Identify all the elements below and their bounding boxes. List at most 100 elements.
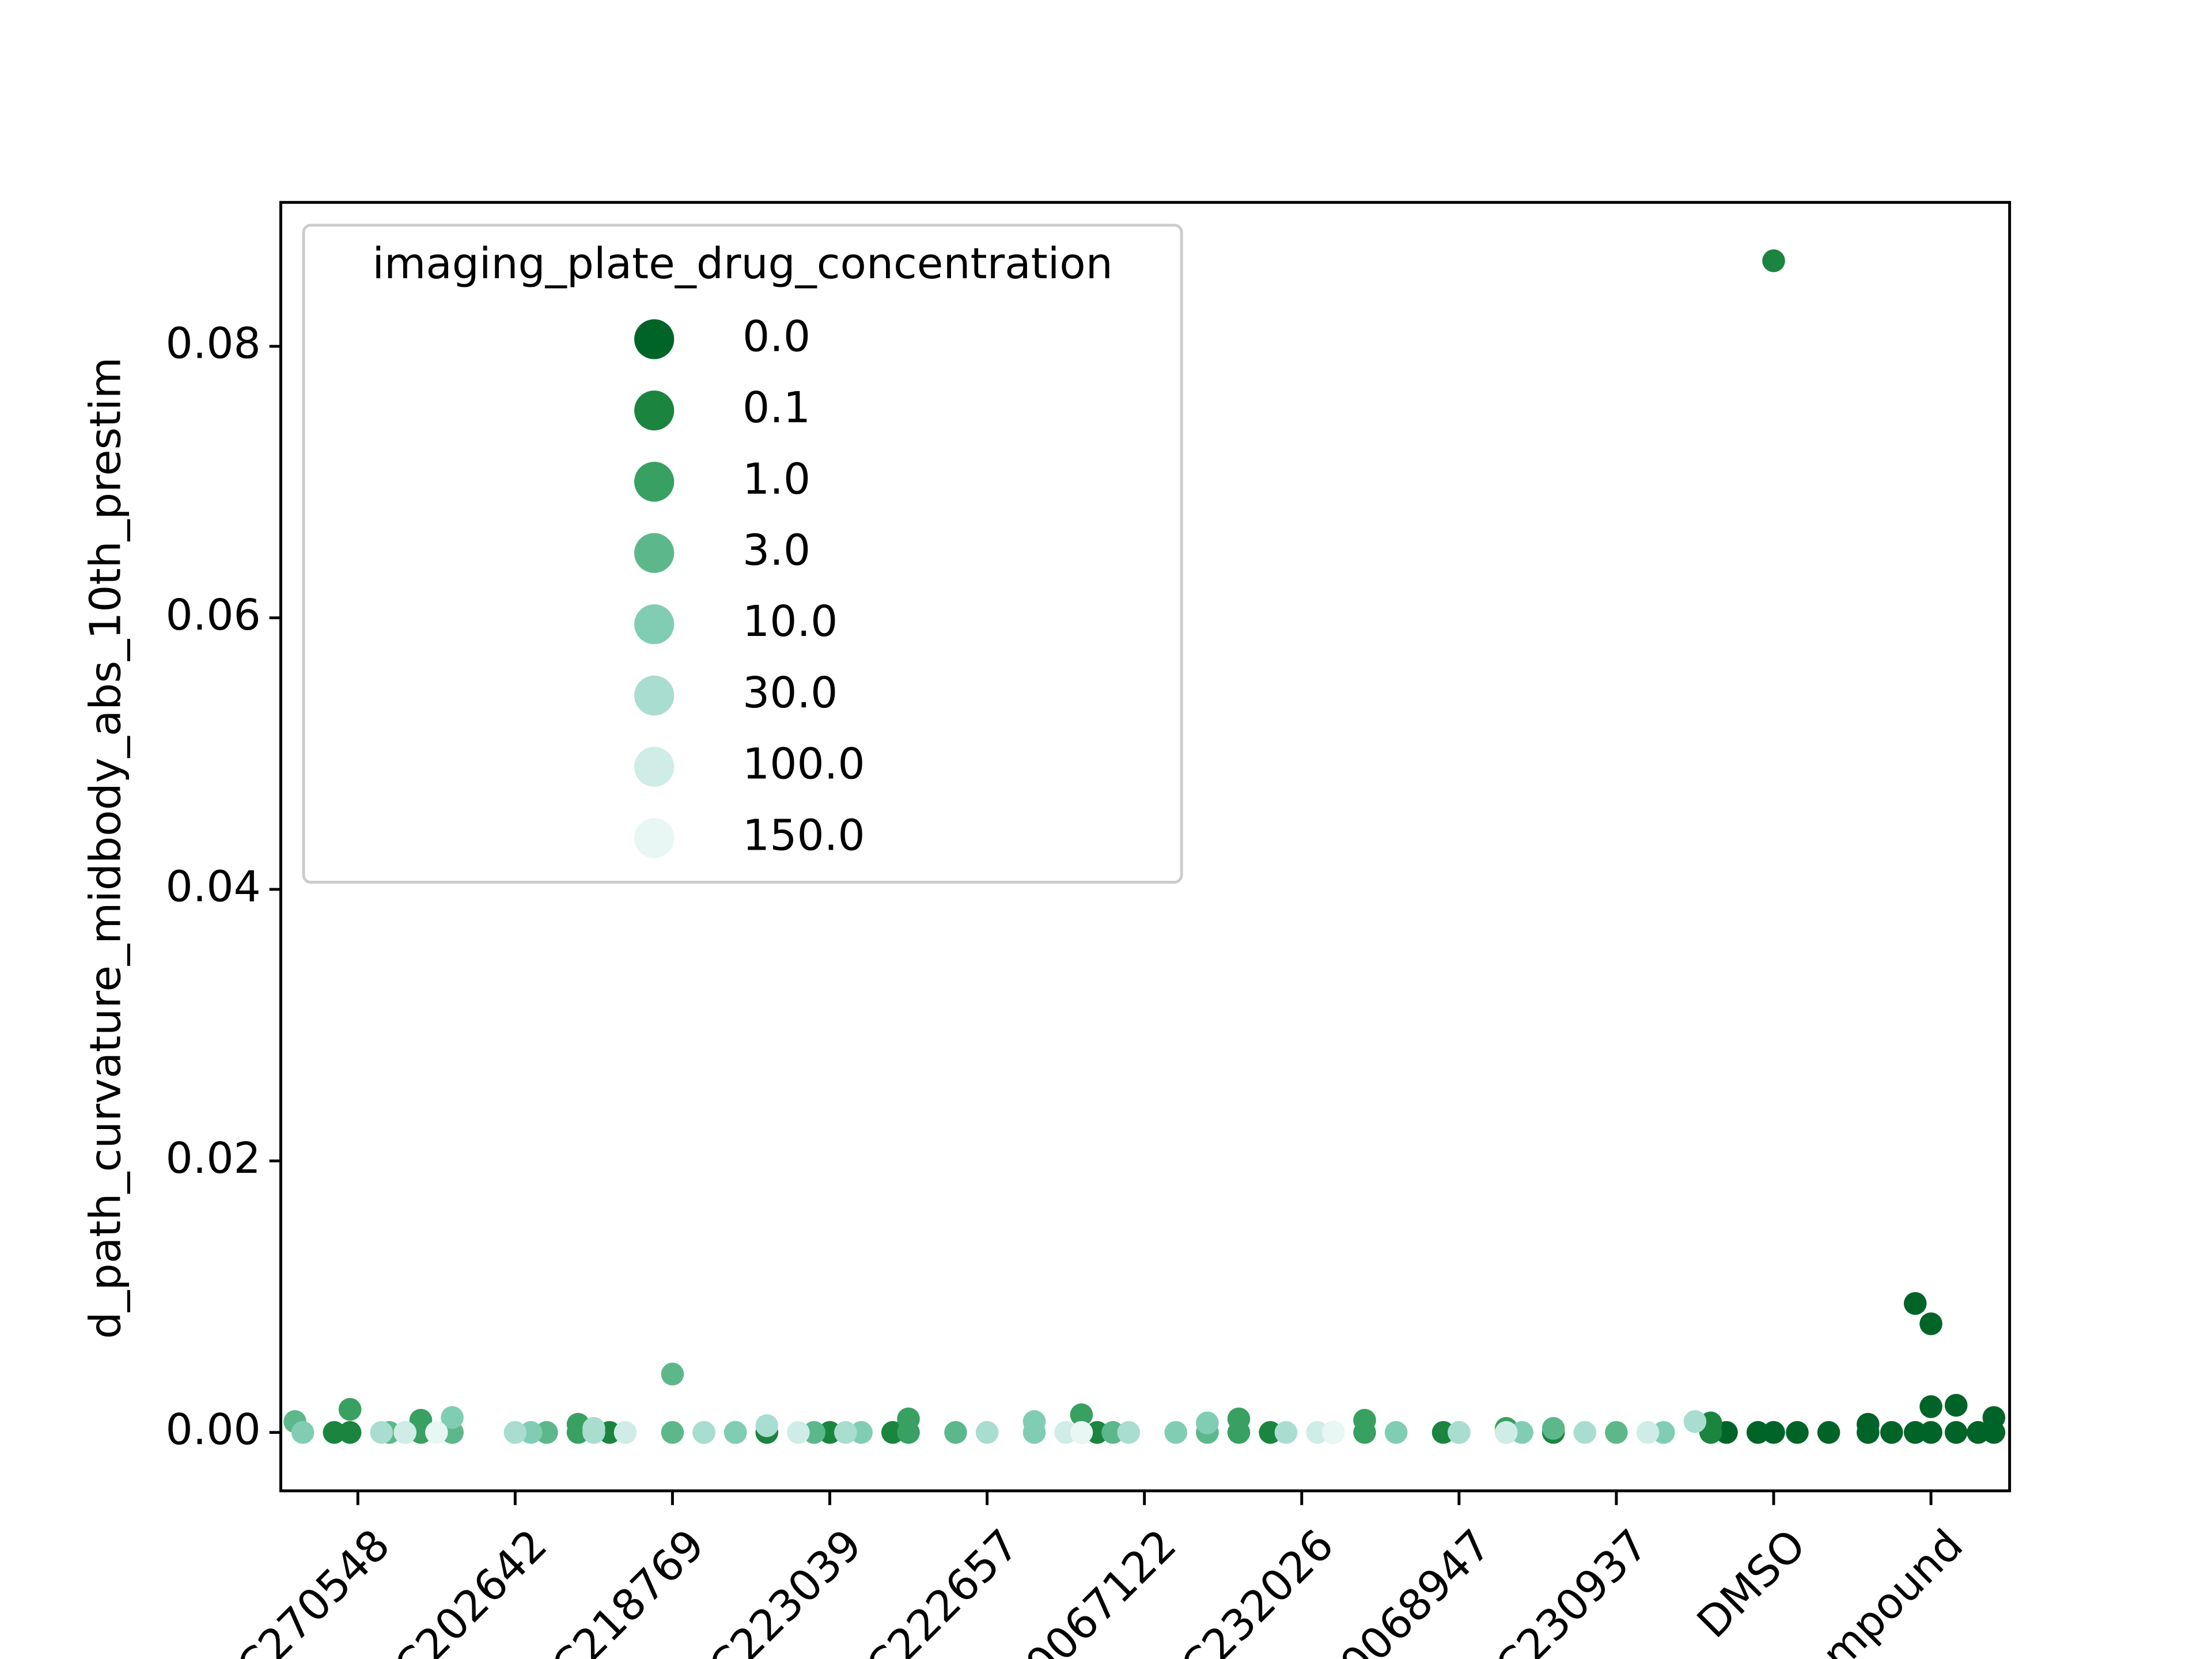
point — [1636, 1421, 1660, 1444]
y-tick-label: 0.02 — [166, 1133, 261, 1183]
legend-label: 10.0 — [743, 596, 838, 646]
legend-marker — [634, 747, 675, 787]
point — [1274, 1421, 1298, 1444]
point — [1227, 1407, 1251, 1430]
x-tick-label: mpound — [1812, 1520, 1972, 1659]
point — [1746, 1421, 1770, 1444]
point — [1919, 1421, 1942, 1444]
point — [519, 1421, 543, 1444]
legend-marker — [634, 319, 675, 359]
point — [338, 1421, 362, 1444]
y-tick-label: 0.04 — [166, 861, 261, 911]
legend-marker — [634, 461, 675, 502]
point — [1919, 1312, 1942, 1335]
point — [1022, 1410, 1046, 1433]
point — [370, 1421, 393, 1444]
point — [787, 1421, 810, 1444]
point — [1967, 1421, 1990, 1444]
point — [850, 1421, 873, 1444]
point — [1070, 1403, 1093, 1426]
y-tick-label: 0.06 — [166, 590, 261, 640]
point — [323, 1421, 346, 1444]
legend-label: 3.0 — [743, 525, 810, 575]
point — [1786, 1421, 1809, 1444]
x-tick-label: C218769 — [542, 1520, 714, 1659]
point — [1306, 1421, 1329, 1444]
point — [1857, 1412, 1880, 1436]
point — [818, 1421, 842, 1444]
point — [393, 1421, 416, 1444]
y-axis-label: d_path_curvature_midbody_abs_10th_presti… — [81, 357, 131, 1339]
legend-label: 100.0 — [743, 739, 865, 789]
point — [1259, 1421, 1282, 1444]
x-tick-label: C202642 — [385, 1520, 557, 1659]
legend-marker — [634, 533, 675, 573]
point — [834, 1421, 857, 1444]
point — [582, 1416, 605, 1440]
legend-marker — [634, 675, 675, 716]
point — [755, 1414, 779, 1437]
point — [1919, 1395, 1942, 1418]
x-tick-label: 0068947 — [1331, 1520, 1501, 1659]
point — [1070, 1421, 1093, 1444]
x-tick-label: C230937 — [1486, 1520, 1658, 1659]
point — [1321, 1421, 1345, 1444]
point — [1817, 1421, 1840, 1444]
point — [613, 1421, 637, 1444]
legend-marker — [634, 390, 675, 431]
point — [661, 1362, 684, 1386]
point — [802, 1421, 825, 1444]
point — [692, 1421, 715, 1444]
point — [1196, 1411, 1219, 1434]
point — [661, 1421, 684, 1444]
point — [1353, 1408, 1376, 1432]
point — [1541, 1416, 1565, 1440]
point — [503, 1421, 527, 1444]
x-tick-label: C223039 — [699, 1520, 872, 1659]
legend-box — [302, 224, 1183, 884]
point — [944, 1421, 967, 1444]
point — [1762, 1421, 1785, 1444]
point — [897, 1407, 920, 1430]
point — [1085, 1421, 1109, 1444]
point — [1982, 1406, 2006, 1429]
legend-label: 0.1 — [743, 382, 810, 433]
y-tick-label: 0.00 — [166, 1404, 261, 1455]
point — [1652, 1421, 1675, 1444]
point — [1904, 1291, 1927, 1315]
point — [1945, 1421, 1968, 1444]
point — [1683, 1410, 1707, 1433]
point — [1904, 1421, 1927, 1444]
point — [1101, 1421, 1124, 1444]
x-tick-label: C270548 — [228, 1520, 400, 1659]
point — [535, 1421, 558, 1444]
point — [1945, 1393, 1968, 1417]
legend-label: 0.0 — [743, 311, 810, 361]
point — [409, 1408, 433, 1432]
point — [881, 1421, 904, 1444]
legend-title: imaging_plate_drug_concentration — [372, 238, 1112, 289]
legend-marker — [634, 604, 675, 645]
plot-frame — [279, 200, 2012, 1493]
y-tick-label: 0.08 — [166, 319, 261, 369]
point — [1605, 1421, 1628, 1444]
x-tick-label: C222657 — [857, 1520, 1029, 1659]
legend-label: 1.0 — [743, 454, 810, 504]
point — [291, 1421, 315, 1444]
legend-marker — [634, 818, 675, 858]
legend-label: 150.0 — [743, 810, 865, 860]
point — [1494, 1421, 1518, 1444]
point — [724, 1421, 747, 1444]
point — [425, 1421, 448, 1444]
point — [1448, 1421, 1471, 1444]
point — [1384, 1421, 1408, 1444]
point — [1880, 1421, 1903, 1444]
point — [1762, 249, 1785, 272]
point — [1117, 1421, 1141, 1444]
point — [975, 1421, 999, 1444]
point — [1573, 1421, 1597, 1444]
point — [1431, 1421, 1455, 1444]
point — [1164, 1421, 1188, 1444]
